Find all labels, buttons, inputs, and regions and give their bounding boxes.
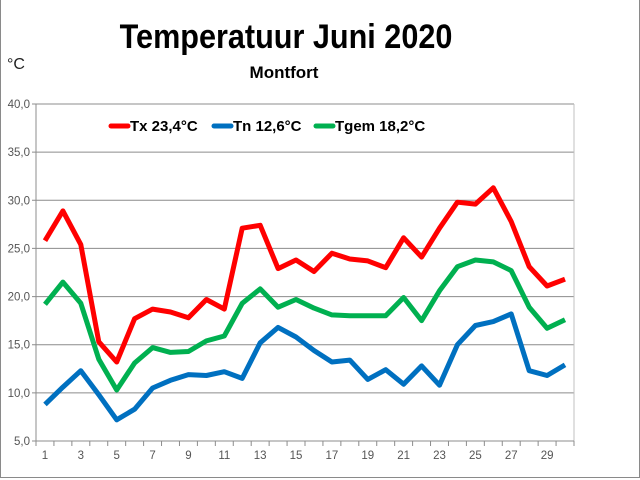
x-tick-label: 11 [218, 450, 230, 462]
x-tick-label: 21 [397, 450, 410, 462]
x-tick-label: 15 [290, 450, 303, 462]
chart-subtitle: Montfort [249, 63, 319, 82]
series-line-3 [43, 257, 567, 393]
series-line-2 [43, 311, 567, 423]
chart-title: Temperatuur Juni 2020 [119, 18, 453, 56]
x-tick-label: 7 [149, 450, 155, 462]
x-tick-label: 23 [433, 450, 446, 462]
y-tick-label: 30,0 [8, 195, 30, 207]
x-tick-label: 25 [469, 450, 482, 462]
y-tick-label: 25,0 [8, 243, 30, 255]
y-tick-label: 40,0 [8, 99, 30, 111]
legend-label: Tgem 18,2°C [335, 118, 425, 135]
y-tick-label: 15,0 [8, 340, 30, 352]
x-tick-label: 9 [185, 450, 191, 462]
x-tick-label: 17 [326, 450, 339, 462]
x-tick-label: 13 [254, 450, 267, 462]
x-tick-label: 27 [505, 450, 518, 462]
legend-label: Tx 23,4°C [130, 118, 198, 135]
y-tick-label: 35,0 [8, 147, 30, 159]
y-tick-label: 20,0 [8, 292, 30, 304]
y-tick-label: 5,0 [14, 436, 30, 448]
series-line-1 [42, 185, 566, 365]
x-tick-label: 3 [78, 450, 84, 462]
x-tick-label: 5 [113, 450, 119, 462]
x-tick-label: 19 [361, 450, 374, 462]
legend-label: Tn 12,6°C [233, 118, 302, 135]
y-axis-label: °C [7, 56, 25, 73]
y-tick-label: 10,0 [8, 388, 30, 400]
x-tick-label: 29 [541, 450, 554, 462]
x-tick-label: 1 [42, 450, 48, 462]
